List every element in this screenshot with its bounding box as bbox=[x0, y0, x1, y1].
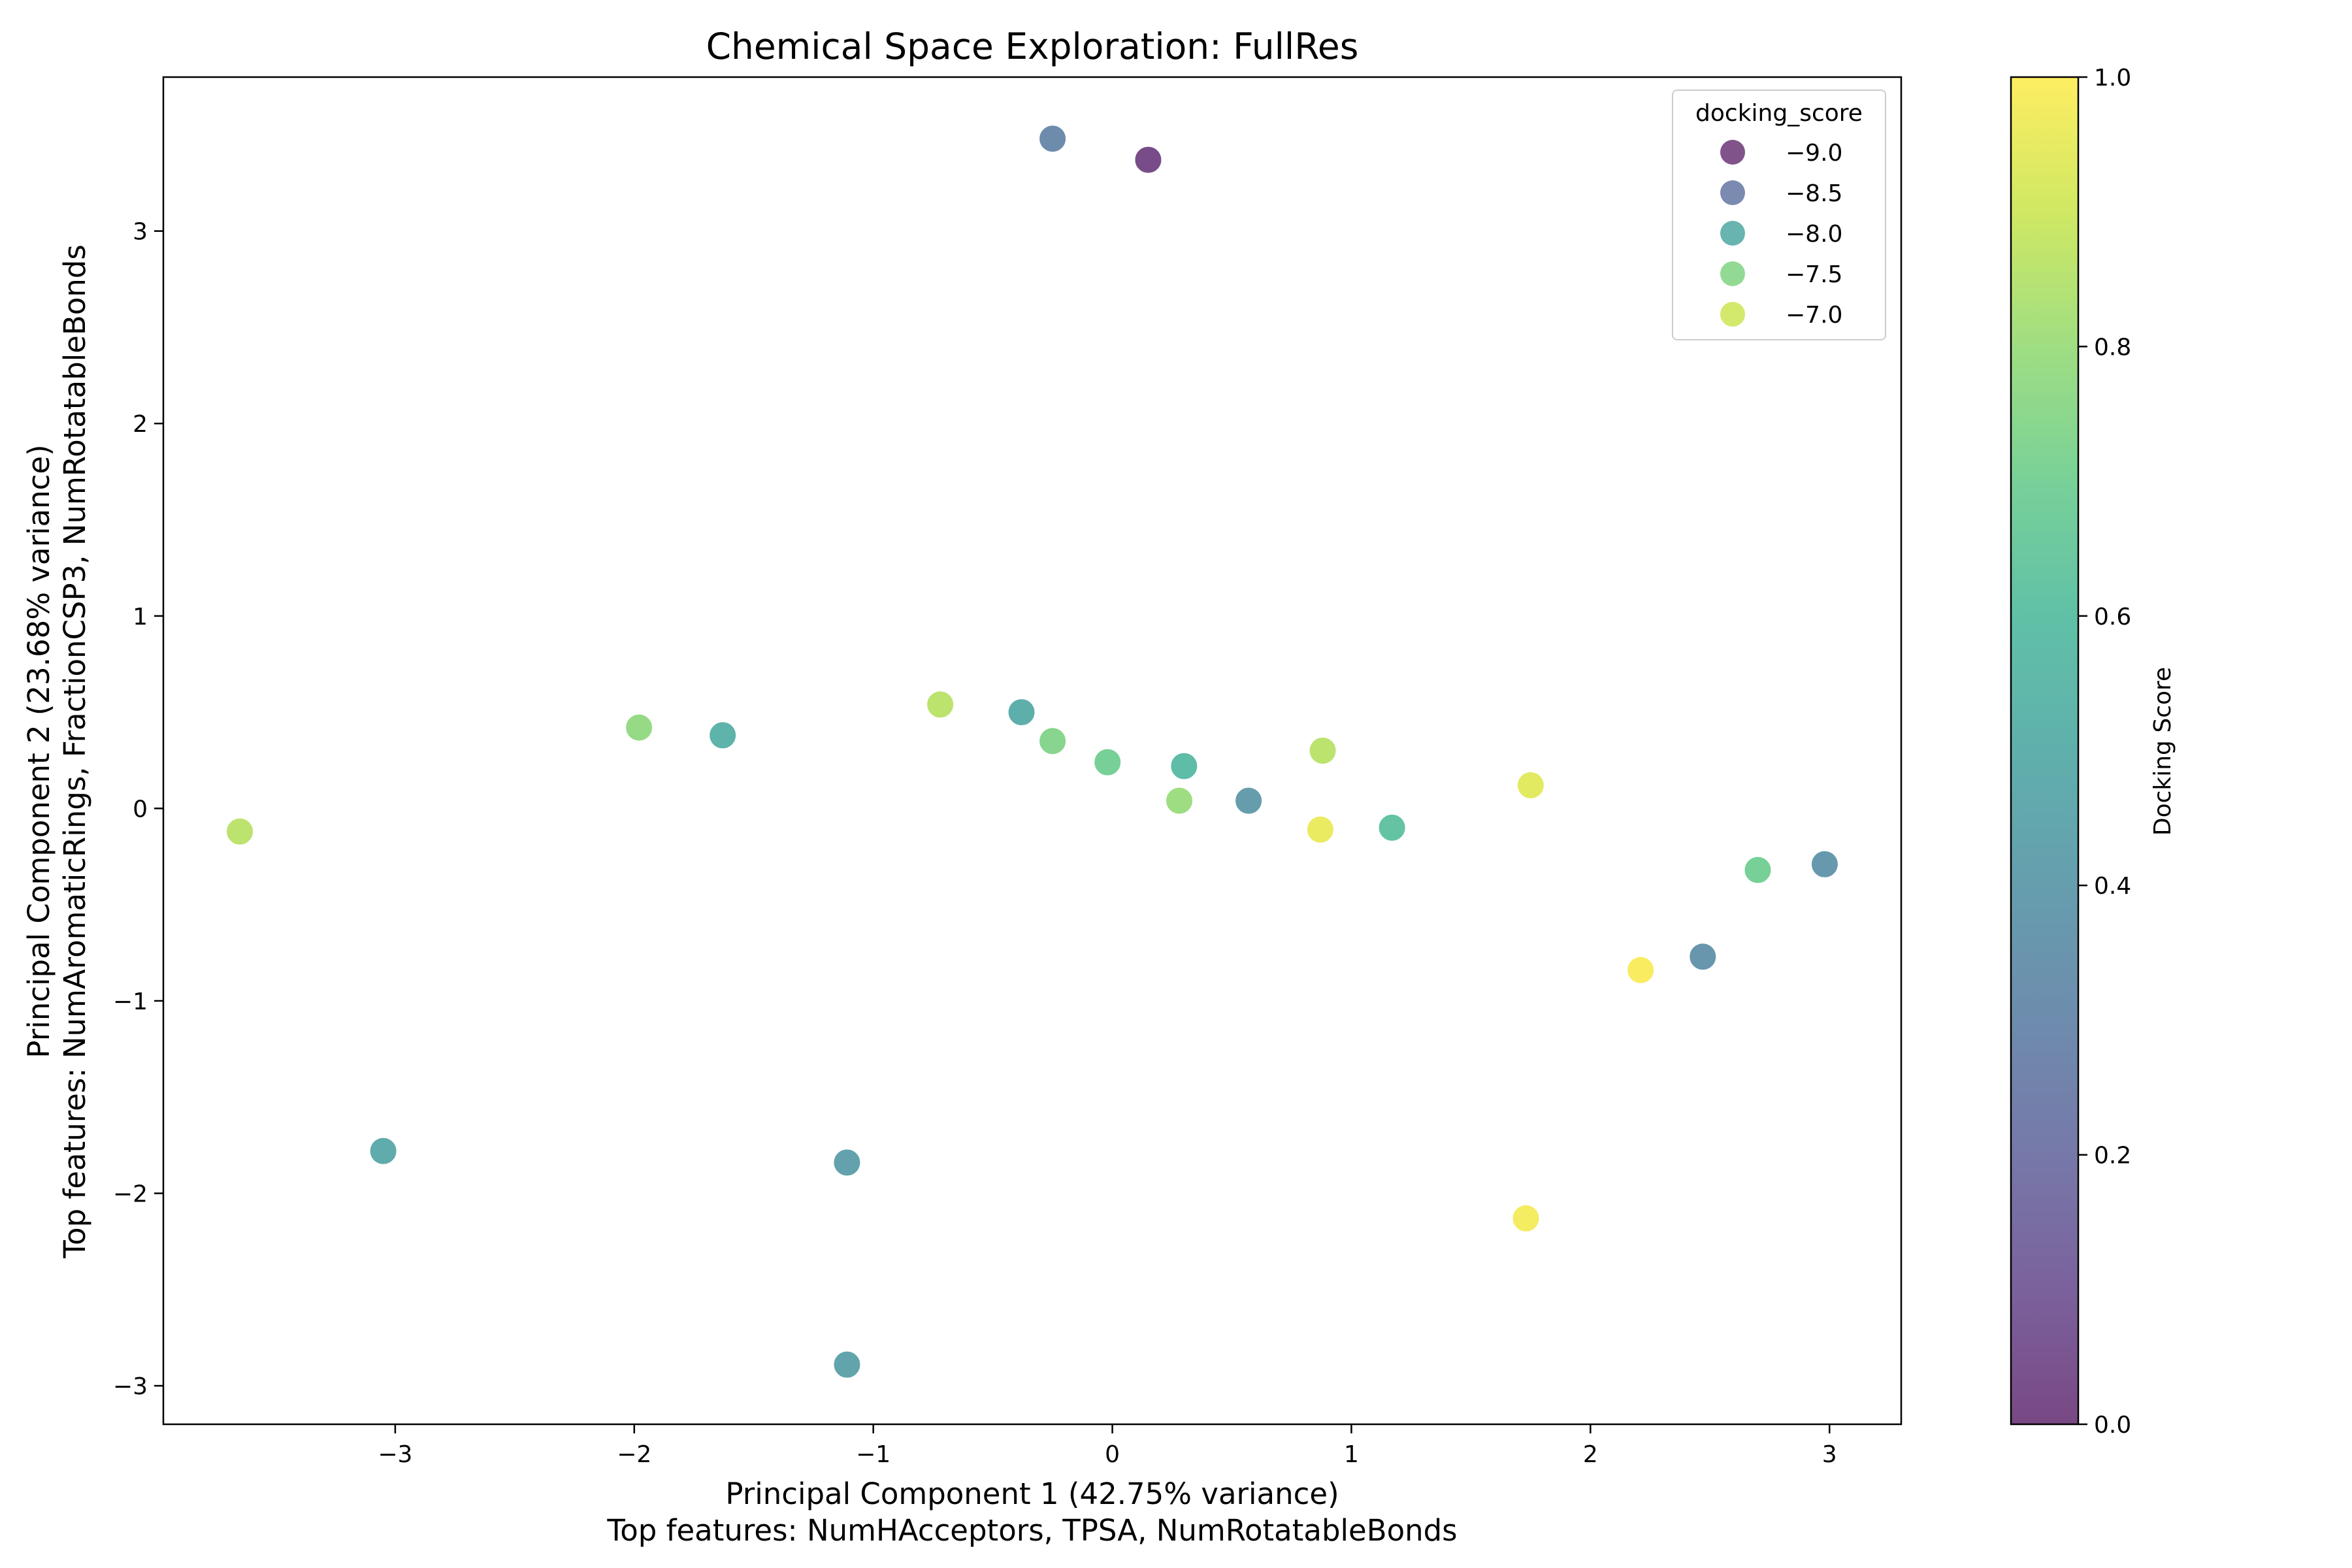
plot-area-frame bbox=[162, 76, 1903, 1426]
x-tick-label: −1 bbox=[856, 1441, 890, 1468]
y-tick-label: 0 bbox=[133, 796, 148, 823]
y-axis-label: Principal Component 2 (23.68% variance) bbox=[22, 444, 56, 1058]
data-point bbox=[1093, 747, 1122, 777]
legend-marker bbox=[1720, 140, 1745, 165]
data-point bbox=[368, 1136, 398, 1166]
colorbar-gradient bbox=[2011, 77, 2078, 1424]
legend-entry-label: −8.5 bbox=[1786, 180, 1842, 207]
colorbar-tick-label: 0.8 bbox=[2094, 334, 2131, 361]
colorbar-tick-label: 0.0 bbox=[2094, 1412, 2131, 1439]
data-point bbox=[1169, 751, 1199, 781]
x-tick-label: 0 bbox=[1105, 1441, 1120, 1468]
y-tick-label: −2 bbox=[113, 1181, 148, 1208]
data-point bbox=[1038, 124, 1068, 154]
data-point bbox=[1516, 771, 1545, 800]
y-axis-ticks: −3 −2 −1 0 1 2 3 bbox=[113, 219, 163, 1400]
colorbar-ticks: 0.0 0.2 0.4 0.6 0.8 1.0 bbox=[2078, 65, 2131, 1439]
data-point bbox=[1511, 1203, 1541, 1233]
data-point bbox=[1377, 813, 1407, 842]
data-point bbox=[1305, 815, 1335, 844]
x-tick-label: 1 bbox=[1344, 1441, 1359, 1468]
x-axis-ticks: −3 −2 −1 0 1 2 3 bbox=[378, 1424, 1837, 1468]
legend-box bbox=[1672, 90, 1886, 340]
x-tick-label: −3 bbox=[378, 1441, 412, 1468]
y-tick-label: −1 bbox=[113, 988, 148, 1015]
y-tick-label: 2 bbox=[133, 411, 148, 438]
data-point bbox=[708, 721, 738, 750]
colorbar-tick-label: 0.6 bbox=[2094, 604, 2131, 630]
data-point bbox=[1626, 955, 1656, 985]
colorbar-tick-label: 1.0 bbox=[2094, 65, 2131, 91]
colorbar: 0.0 0.2 0.4 0.6 0.8 1.0 Docking Score bbox=[2010, 65, 2176, 1439]
legend: docking_score −9.0 −8.5 −8.0 −7.5 −7.0 bbox=[1672, 90, 1886, 340]
data-point bbox=[1688, 942, 1718, 972]
legend-entries: −9.0 −8.5 −8.0 −7.5 −7.0 bbox=[1720, 140, 1842, 329]
colorbar-tick-label: 0.2 bbox=[2094, 1143, 2131, 1169]
legend-entry-label: −9.0 bbox=[1786, 140, 1842, 167]
data-point bbox=[1234, 786, 1264, 815]
legend-marker bbox=[1720, 221, 1745, 246]
data-point bbox=[225, 817, 255, 846]
colorbar-tick-label: 0.4 bbox=[2094, 873, 2131, 900]
legend-title: docking_score bbox=[1695, 100, 1863, 127]
x-axis-label: Principal Component 1 (42.75% variance) bbox=[725, 1477, 1339, 1511]
data-point bbox=[832, 1350, 862, 1379]
y-axis-sublabel: Top features: NumAromaticRings, Fraction… bbox=[57, 244, 92, 1259]
x-tick-label: 2 bbox=[1583, 1441, 1598, 1468]
legend-marker bbox=[1720, 180, 1745, 205]
legend-entry-label: −8.0 bbox=[1786, 221, 1842, 248]
legend-entry-label: −7.5 bbox=[1786, 261, 1842, 288]
x-tick-label: 3 bbox=[1822, 1441, 1837, 1468]
data-point bbox=[926, 690, 955, 719]
chart-title: Chemical Space Exploration: FullRes bbox=[706, 25, 1359, 67]
legend-entry-label: −7.0 bbox=[1786, 302, 1842, 329]
data-point bbox=[832, 1148, 862, 1177]
data-point bbox=[625, 713, 654, 742]
x-tick-label: −2 bbox=[617, 1441, 651, 1468]
data-point bbox=[1038, 727, 1068, 756]
x-axis-sublabel: Top features: NumHAcceptors, TPSA, NumRo… bbox=[606, 1513, 1457, 1548]
data-point bbox=[1810, 849, 1839, 879]
legend-marker bbox=[1720, 261, 1745, 286]
y-tick-label: 1 bbox=[133, 604, 148, 630]
data-point bbox=[1134, 145, 1163, 174]
data-point bbox=[1743, 855, 1772, 885]
data-point bbox=[1165, 786, 1194, 815]
legend-marker bbox=[1720, 302, 1745, 327]
y-tick-label: −3 bbox=[113, 1373, 148, 1400]
y-tick-label: 3 bbox=[133, 219, 148, 246]
data-points bbox=[225, 124, 1839, 1379]
colorbar-label: Docking Score bbox=[2149, 667, 2176, 836]
data-point bbox=[1308, 736, 1337, 765]
colorbar-frame bbox=[2010, 76, 2080, 1426]
data-point bbox=[1007, 698, 1036, 727]
